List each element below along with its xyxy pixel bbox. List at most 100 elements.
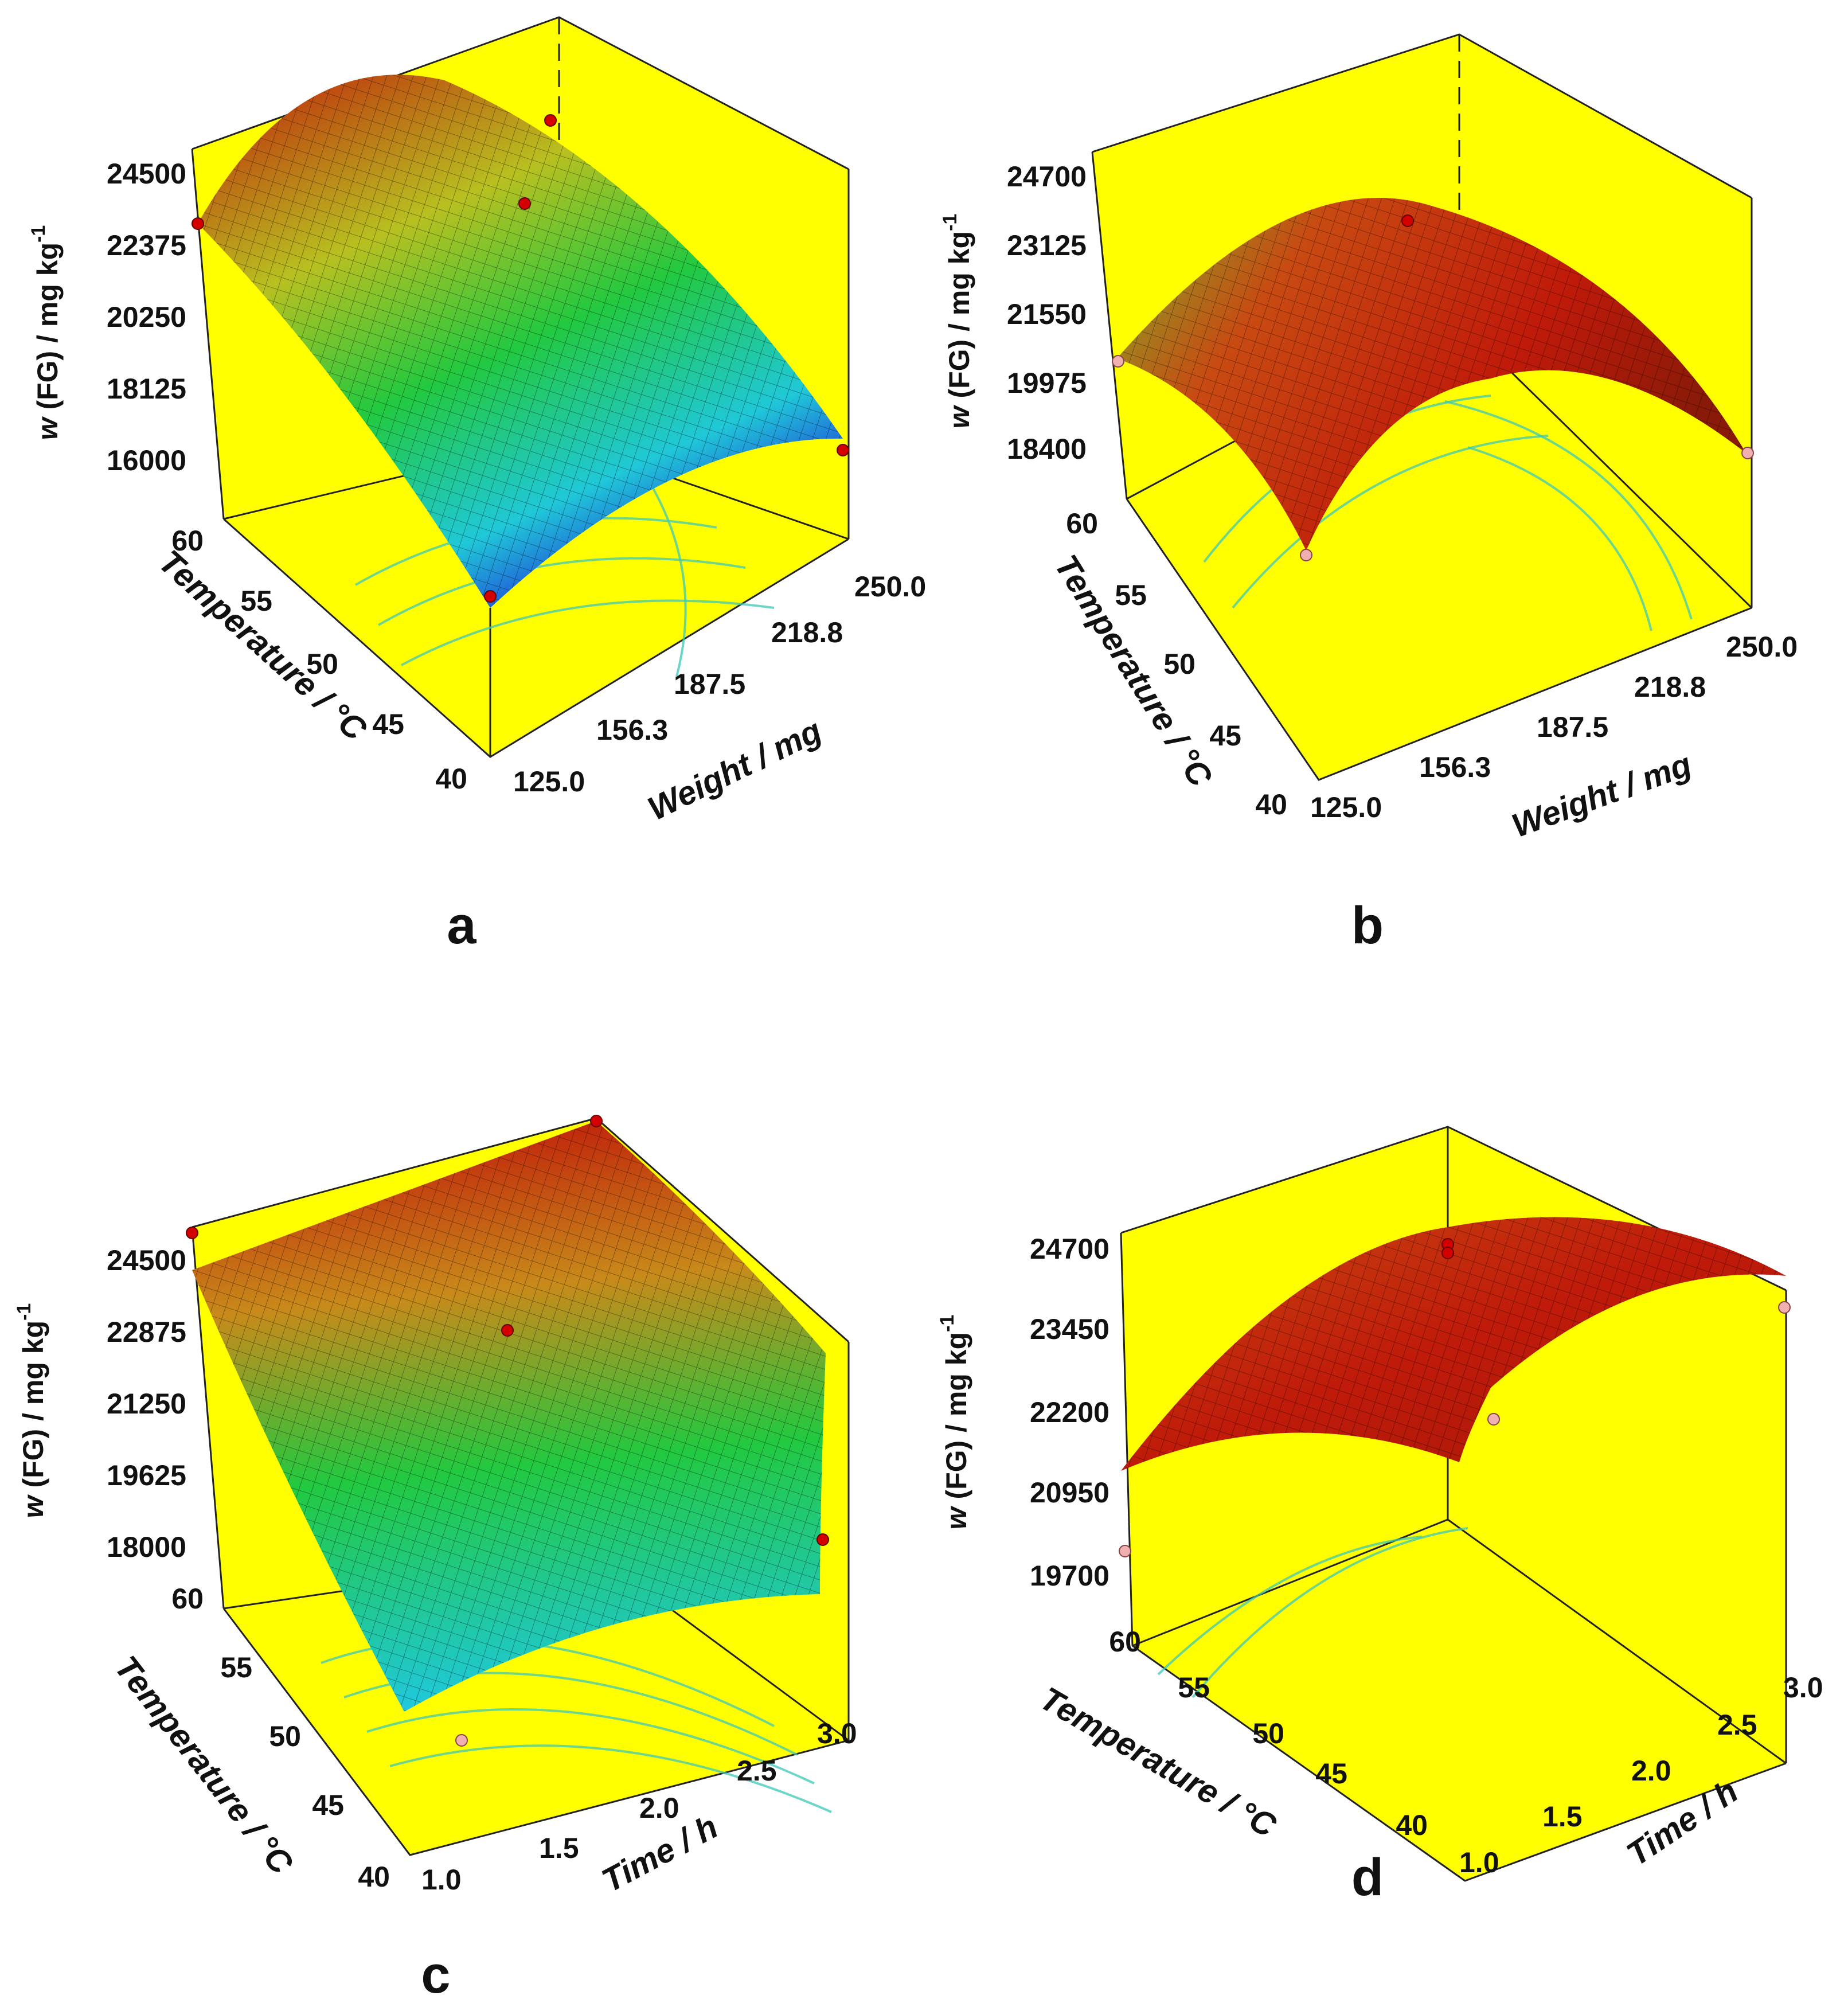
z-axis-title: w (FG) / mg kg-1 bbox=[939, 214, 975, 429]
design-points bbox=[1112, 214, 1754, 561]
floor bbox=[224, 439, 849, 757]
x-tick-label: 2.0 bbox=[639, 1792, 679, 1824]
y-tick-label: 40 bbox=[1255, 788, 1287, 821]
design-point bbox=[484, 590, 497, 603]
x-tick-labels: 1.0 1.5 2.0 2.5 3.0 bbox=[1459, 1672, 1823, 1879]
y-tick-label: 60 bbox=[171, 525, 204, 557]
design-point bbox=[192, 217, 204, 230]
design-point bbox=[1112, 355, 1124, 368]
x-tick-label: 3.0 bbox=[1783, 1672, 1823, 1704]
x-tick-label: 250.0 bbox=[854, 571, 926, 603]
design-point bbox=[1119, 1545, 1131, 1557]
panel-label: d bbox=[1351, 1848, 1384, 1907]
z-tick-label: 24500 bbox=[107, 158, 186, 190]
y-tick-label: 50 bbox=[306, 648, 338, 680]
y-tick-label: 40 bbox=[1396, 1809, 1428, 1841]
y-tick-label: 50 bbox=[269, 1720, 301, 1752]
z-tick-label: 19975 bbox=[1007, 367, 1087, 399]
y-tick-labels: 40 45 50 55 60 bbox=[1066, 507, 1287, 821]
panel-label: a bbox=[447, 896, 476, 955]
response-surface bbox=[192, 1121, 826, 1712]
y-tick-labels: 40 45 50 55 60 bbox=[171, 525, 467, 795]
design-points bbox=[192, 114, 849, 603]
z-axis-title: w (FG) / mg kg-1 bbox=[13, 1303, 49, 1518]
z-tick-label: 23125 bbox=[1007, 229, 1087, 261]
x-tick-label: 125.0 bbox=[513, 766, 585, 798]
x-axis-title: Weight / mg bbox=[642, 712, 827, 827]
y-tick-label: 60 bbox=[171, 1583, 204, 1615]
z-tick-label: 24700 bbox=[1007, 161, 1087, 193]
panel-c: 24500 22875 21250 19625 18000 w (FG) / m… bbox=[13, 1115, 857, 2004]
response-surface bbox=[1117, 197, 1746, 550]
z-tick-label: 20950 bbox=[1030, 1477, 1109, 1509]
z-tick-label: 16000 bbox=[107, 444, 186, 477]
x-tick-labels: 125.0 156.3 187.5 218.8 250.0 bbox=[513, 571, 926, 798]
x-tick-label: 1.5 bbox=[539, 1832, 579, 1864]
x-tick-label: 218.8 bbox=[771, 616, 843, 649]
y-tick-label: 40 bbox=[358, 1861, 390, 1893]
y-tick-label: 45 bbox=[1315, 1758, 1347, 1790]
x-tick-labels: 125.0 156.3 187.5 218.8 250.0 bbox=[1310, 631, 1798, 823]
response-surface bbox=[1121, 1217, 1786, 1471]
y-tick-label: 55 bbox=[240, 585, 272, 617]
z-axis-title: w (FG) / mg kg-1 bbox=[28, 225, 64, 440]
surface-grid bbox=[1121, 1217, 1786, 1471]
z-tick-label: 22875 bbox=[107, 1316, 186, 1348]
panel-label: b bbox=[1351, 896, 1384, 955]
panel-label: c bbox=[421, 1946, 450, 2004]
x-tick-label: 156.3 bbox=[1419, 751, 1491, 783]
design-point bbox=[518, 197, 531, 210]
design-point bbox=[816, 1533, 829, 1546]
design-point bbox=[186, 1227, 198, 1239]
z-tick-label: 18400 bbox=[1007, 433, 1087, 465]
design-point bbox=[1487, 1413, 1500, 1426]
z-tick-label: 22375 bbox=[107, 229, 186, 261]
design-point bbox=[455, 1734, 468, 1747]
z-tick-label: 21250 bbox=[107, 1388, 186, 1420]
y-tick-label: 50 bbox=[1163, 648, 1195, 680]
x-tick-label: 1.5 bbox=[1542, 1801, 1583, 1833]
z-tick-label: 19625 bbox=[107, 1459, 186, 1491]
design-point bbox=[1401, 214, 1414, 227]
x-tick-label: 187.5 bbox=[674, 668, 745, 700]
x-tick-label: 156.3 bbox=[596, 714, 668, 746]
x-tick-labels: 1.0 1.5 2.0 2.5 3.0 bbox=[421, 1717, 857, 1896]
z-axis-title: w (FG) / mg kg-1 bbox=[936, 1315, 972, 1530]
floor bbox=[1132, 1520, 1786, 1881]
y-tick-labels: 40 45 50 55 60 bbox=[1109, 1626, 1428, 1841]
design-point bbox=[1778, 1301, 1791, 1314]
y-tick-label: 55 bbox=[1178, 1672, 1210, 1704]
y-tick-label: 45 bbox=[372, 708, 404, 740]
surface-grid bbox=[192, 1121, 826, 1712]
y-tick-label: 45 bbox=[1209, 720, 1241, 752]
x-tick-label: 218.8 bbox=[1634, 671, 1706, 703]
design-point bbox=[1300, 549, 1312, 561]
design-point bbox=[837, 444, 849, 456]
design-point bbox=[590, 1115, 603, 1127]
response-surface bbox=[198, 75, 843, 608]
x-tick-label: 1.0 bbox=[421, 1864, 462, 1896]
z-tick-label: 23450 bbox=[1030, 1313, 1109, 1345]
z-tick-label: 20250 bbox=[107, 301, 186, 333]
z-tick-label: 18000 bbox=[107, 1531, 186, 1563]
x-tick-label: 2.0 bbox=[1631, 1755, 1671, 1787]
design-point bbox=[501, 1324, 514, 1337]
z-tick-labels: 24500 22375 20250 18125 16000 bbox=[107, 158, 186, 477]
x-tick-label: 2.5 bbox=[737, 1755, 777, 1787]
design-point bbox=[544, 114, 557, 127]
z-tick-label: 24700 bbox=[1030, 1233, 1109, 1265]
design-points bbox=[186, 1115, 829, 1747]
y-tick-label: 55 bbox=[1115, 579, 1147, 611]
y-tick-label: 40 bbox=[435, 763, 467, 795]
x-tick-label: 125.0 bbox=[1310, 791, 1382, 823]
z-tick-label: 18125 bbox=[107, 373, 186, 405]
z-tick-label: 24500 bbox=[107, 1244, 186, 1276]
panel-b: 24700 23125 21550 19975 18400 w (FG) / m… bbox=[939, 33, 1798, 955]
x-tick-label: 1.0 bbox=[1459, 1846, 1499, 1879]
y-tick-label: 55 bbox=[220, 1651, 252, 1684]
y-axis-title: Temperature / °C bbox=[107, 1649, 300, 1881]
panel-a: 24500 22375 20250 18125 16000 w (FG) / m… bbox=[28, 16, 926, 955]
y-tick-label: 45 bbox=[312, 1789, 344, 1821]
y-tick-label: 60 bbox=[1109, 1626, 1141, 1658]
